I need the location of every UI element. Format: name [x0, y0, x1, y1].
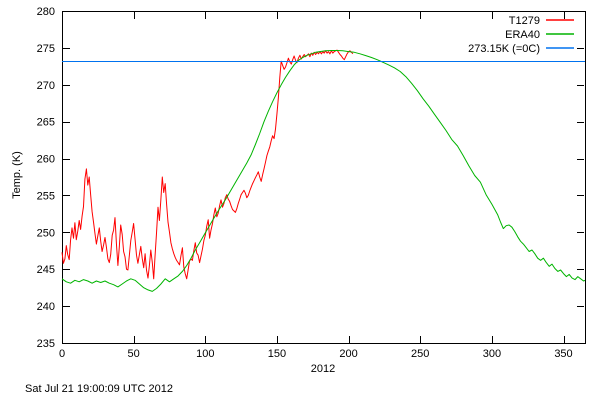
svg-text:50: 50	[127, 348, 139, 360]
svg-text:240: 240	[37, 301, 55, 313]
svg-text:235: 235	[37, 338, 55, 350]
svg-text:255: 255	[37, 190, 55, 202]
x-axis-label: 2012	[310, 363, 336, 375]
legend-label: T1279	[509, 15, 540, 27]
series-T1279	[61, 49, 354, 280]
y-axis-ticks	[63, 11, 584, 344]
timestamp: Sat Jul 21 19:00:09 UTC 2012	[25, 383, 173, 395]
svg-text:100: 100	[196, 348, 214, 360]
legend-label: ERA40	[505, 29, 540, 41]
svg-text:200: 200	[339, 348, 357, 360]
svg-text:245: 245	[37, 264, 55, 276]
svg-text:260: 260	[37, 154, 55, 166]
x-axis-tick-labels: 0 50 100 150 200 250 300 350	[59, 348, 573, 360]
y-axis-label: Temp. (K)	[11, 151, 23, 199]
x-axis-ticks	[62, 12, 565, 343]
svg-text:150: 150	[268, 348, 286, 360]
svg-text:350: 350	[554, 348, 572, 360]
svg-text:250: 250	[411, 348, 429, 360]
legend: T1279 ERA40 273.15K (=0C)	[468, 15, 574, 55]
series-ERA40	[61, 50, 586, 292]
y-axis-tick-labels: 235 240 245 250 255 260 265 270 275 280	[37, 6, 55, 350]
svg-text:265: 265	[37, 117, 55, 129]
svg-text:275: 275	[37, 43, 55, 55]
svg-text:300: 300	[483, 348, 501, 360]
plot-border	[62, 11, 586, 344]
legend-label: 273.15K (=0C)	[468, 43, 540, 55]
svg-text:280: 280	[37, 6, 55, 18]
svg-text:0: 0	[59, 348, 65, 360]
svg-text:250: 250	[37, 227, 55, 239]
svg-text:270: 270	[37, 80, 55, 92]
